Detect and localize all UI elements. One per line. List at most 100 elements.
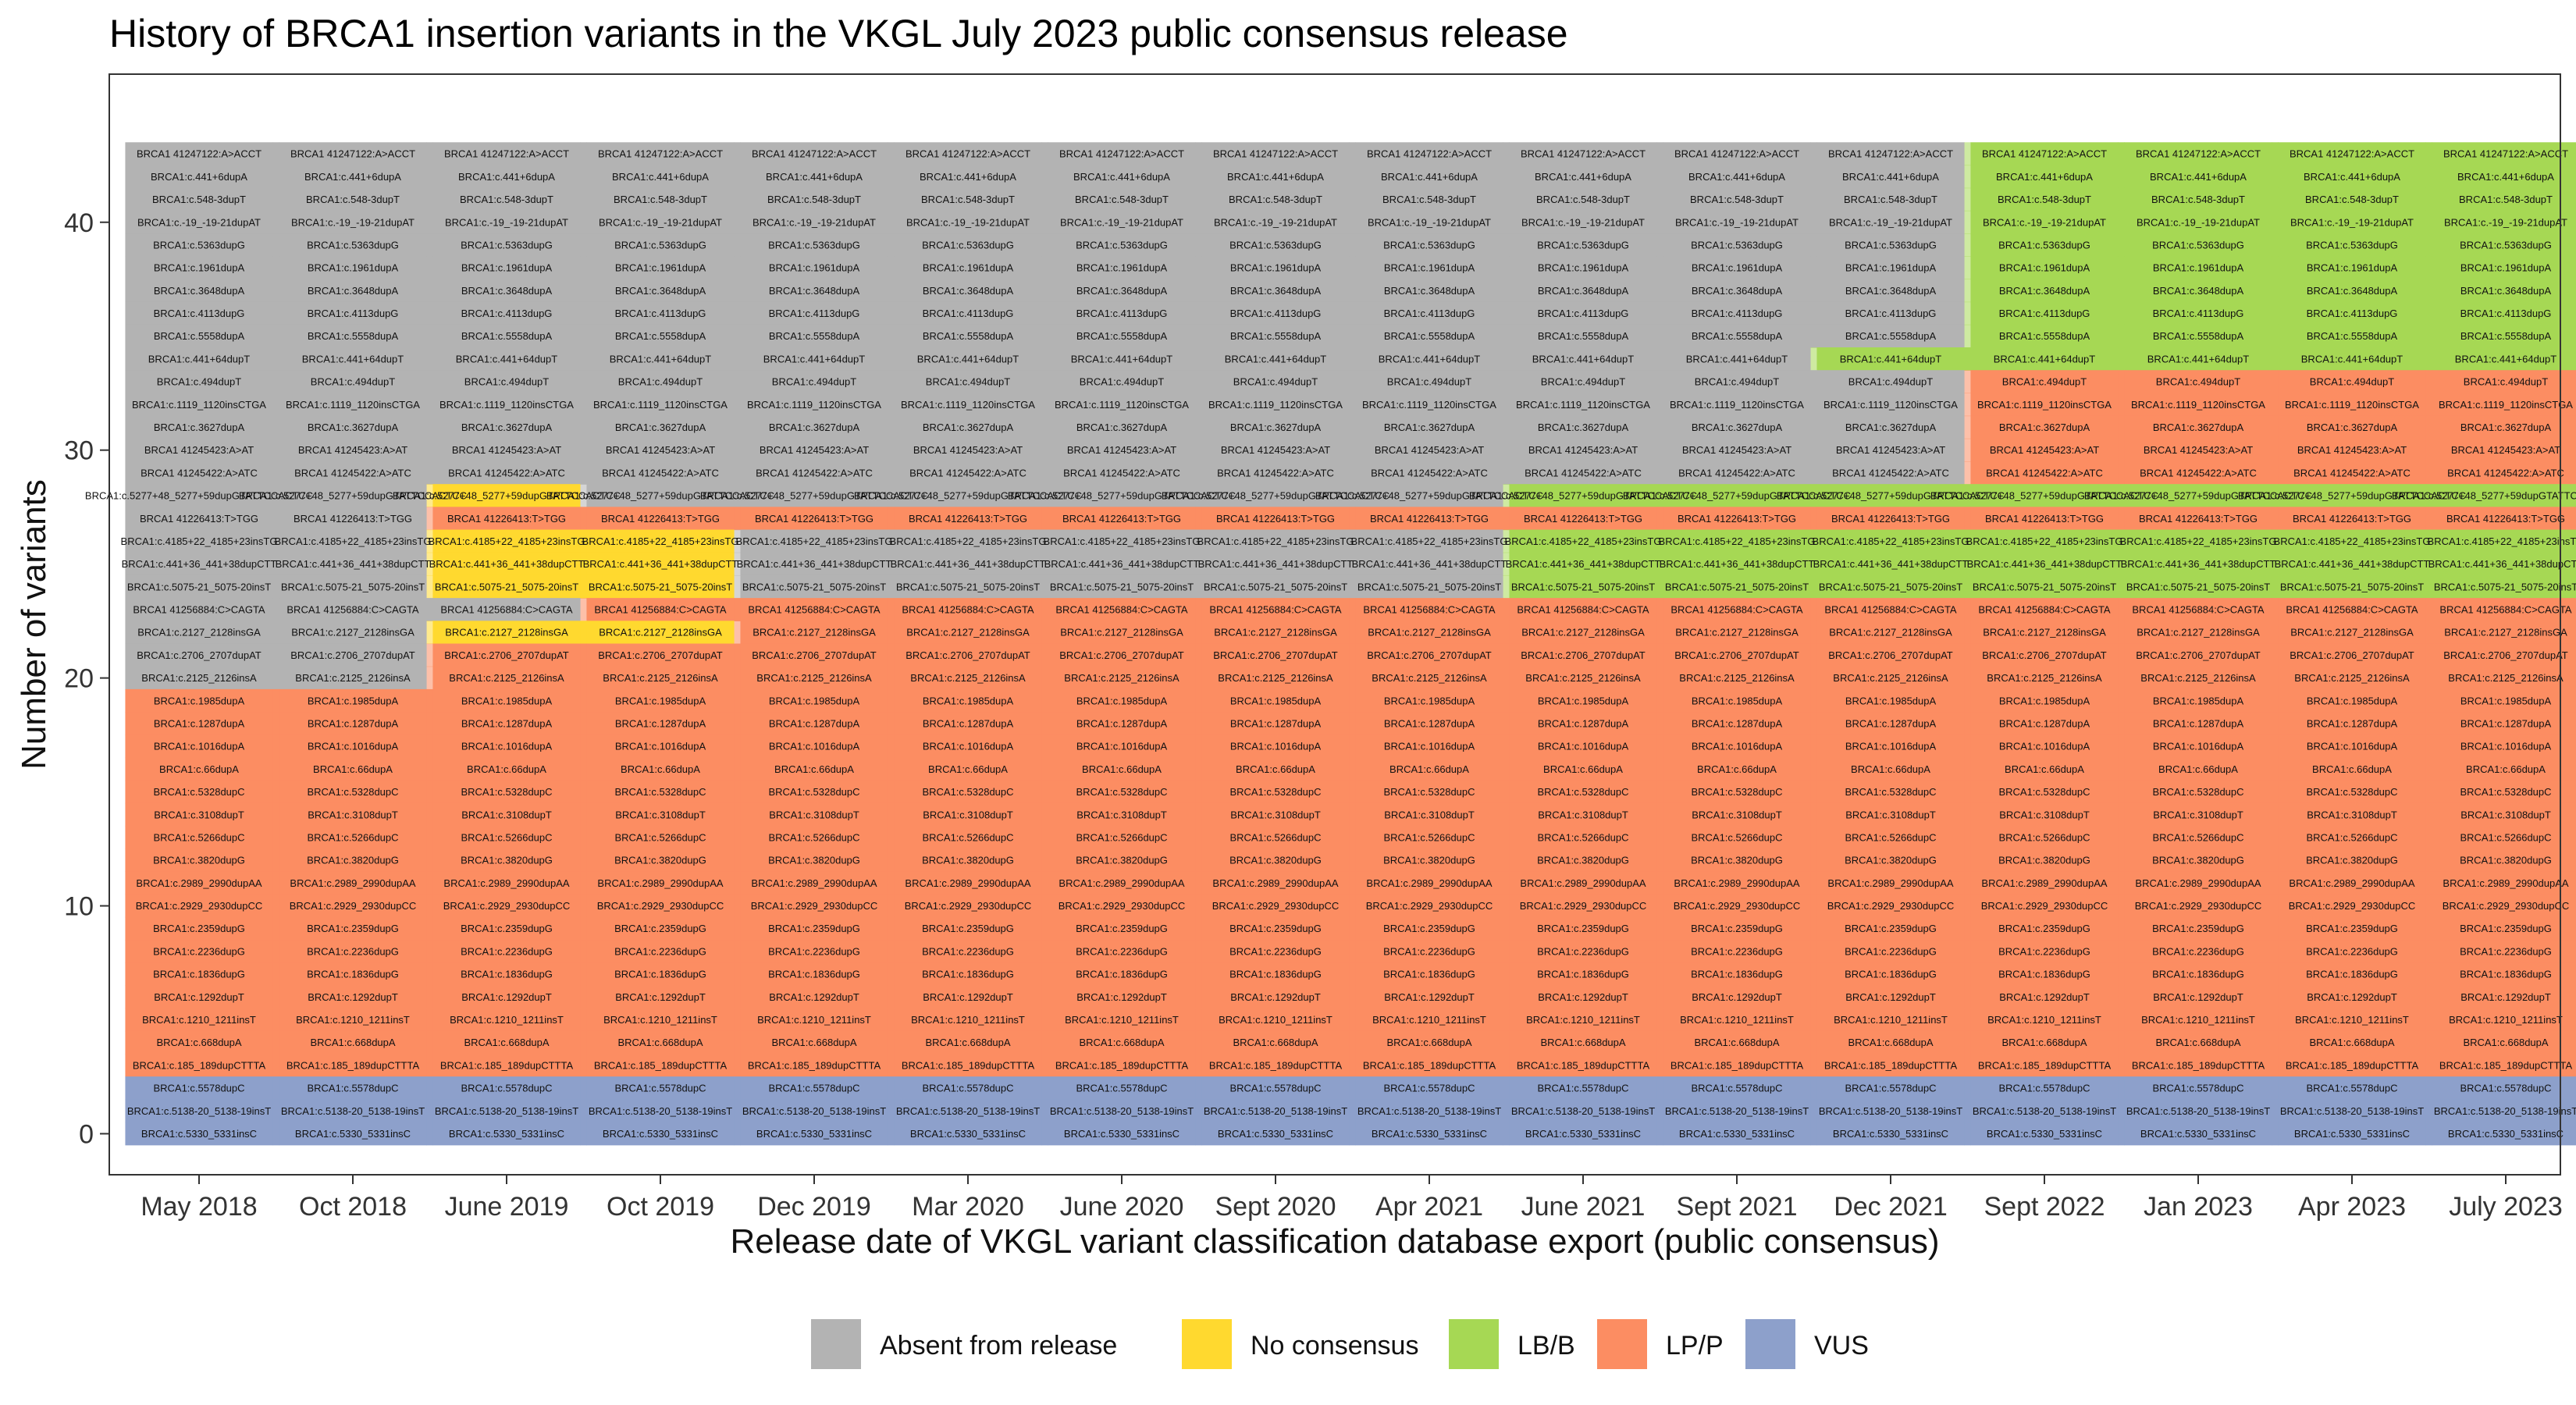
variant-label: BRCA1:c.3648dupA: [1230, 285, 1322, 297]
variant-cell: [1355, 370, 1503, 393]
flow-connector: [2118, 507, 2125, 531]
variant-label: BRCA1:c.4185+22_4185+23insTG: [582, 535, 739, 547]
variant-cell: [586, 347, 735, 371]
variant-cell: [1509, 962, 1657, 987]
flow-connector: [1349, 461, 1356, 485]
variant-label: BRCA1:c.66dupA: [1851, 763, 1930, 775]
flow-connector: [734, 1122, 741, 1146]
variant-cell: [1663, 735, 1811, 759]
flow-connector: [272, 848, 279, 873]
variant-cell: [1509, 484, 1657, 507]
variant-cell: [1509, 735, 1657, 759]
variant-label: BRCA1 41245423:A>AT: [2451, 444, 2560, 456]
variant-label: BRCA1:c.1836dupG: [1229, 969, 1322, 980]
flow-connector: [734, 233, 741, 257]
variant-cell: [2124, 1053, 2272, 1077]
flow-connector: [1195, 415, 1202, 439]
variant-cell: [1816, 415, 1965, 439]
variant-label: BRCA1 41247122:A>ACCT: [2136, 148, 2261, 160]
flow-connector: [1195, 780, 1202, 804]
variant-cell: [2432, 552, 2576, 576]
flow-connector: [1195, 507, 1202, 531]
flow-connector: [888, 780, 895, 804]
flow-connector: [2118, 940, 2125, 963]
variant-cell: [2432, 826, 2576, 849]
variant-label: BRCA1:c.5266dupC: [461, 831, 552, 843]
variant-label: BRCA1 41226413:T>TGG: [909, 513, 1027, 525]
flow-connector: [2118, 1008, 2125, 1032]
variant-label: BRCA1:c.2359dupG: [2460, 923, 2552, 934]
variant-cell: [894, 301, 1042, 325]
variant-label: BRCA1:c.2236dupG: [2460, 945, 2552, 957]
variant-label: BRCA1:c.2929_2930dupCC: [2135, 900, 2262, 912]
variant-cell: [125, 210, 273, 234]
variant-label: BRCA1:c.4185+22_4185+23insTG: [2428, 535, 2576, 547]
variant-label: BRCA1:c.-19_-19-21dupAT: [1060, 216, 1183, 228]
flow-connector: [734, 507, 741, 531]
variant-label: BRCA1:c.1016dupA: [2153, 741, 2244, 752]
flow-connector: [580, 484, 587, 507]
variant-label: BRCA1:c.2359dupG: [1229, 923, 1322, 934]
variant-label: BRCA1:c.1961dupA: [2153, 262, 2244, 274]
flow-connector: [2118, 962, 2125, 987]
variant-label: BRCA1:c.2989_2990dupAA: [1981, 877, 2108, 889]
variant-label: BRCA1 41245423:A>AT: [2297, 444, 2407, 456]
variant-label: BRCA1:c.1119_1120insCTGA: [439, 399, 574, 411]
variant-label: BRCA1:c.3108dupT: [1538, 809, 1628, 820]
flow-connector: [888, 802, 895, 827]
variant-label: BRCA1:c.668dupA: [1848, 1037, 1933, 1048]
variant-labels: BRCA1 41247122:A>ACCT BRCA1 41247122:A>AC…: [85, 148, 2576, 1140]
flow-connector: [272, 1030, 279, 1055]
variant-label: BRCA1:c.5138-20_5138-19insT: [1819, 1105, 1962, 1117]
flow-connector: [426, 735, 433, 759]
flow-connector: [888, 301, 895, 325]
variant-label: BRCA1:c.66dupA: [928, 763, 1008, 775]
variant-cell: [2432, 438, 2576, 462]
variant-cell: [2432, 735, 2576, 759]
variant-label: BRCA1 41245422:A>ATC: [141, 467, 258, 478]
variant-cell: [1970, 393, 2119, 417]
variant-cell: [1663, 871, 1811, 895]
variant-label: BRCA1:c.1287dupA: [308, 717, 399, 729]
variant-label: BRCA1:c.1961dupA: [308, 262, 399, 274]
flow-connector: [734, 985, 741, 1009]
flow-connector: [426, 598, 433, 621]
variant-cell: [1201, 1008, 1350, 1032]
variant-cell: [2124, 507, 2272, 531]
flow-connector: [426, 347, 433, 371]
flow-connector: [1195, 370, 1202, 393]
variant-label: BRCA1:c.5558dupA: [308, 330, 399, 342]
variant-label: BRCA1:c.441+6dupA: [766, 171, 863, 183]
variant-cell: [432, 780, 581, 804]
flow-connector: [888, 552, 895, 576]
flow-connector: [426, 438, 433, 462]
variant-cell: [2278, 1122, 2426, 1146]
flow-connector: [1195, 1008, 1202, 1032]
variant-cell: [2278, 666, 2426, 690]
variant-cell: [740, 940, 888, 963]
variant-cell: [125, 871, 273, 895]
variant-label: BRCA1:c.548-3dupT: [1844, 194, 1937, 205]
flow-connector: [2272, 712, 2279, 735]
variant-cell: [1355, 165, 1503, 189]
variant-label: BRCA1:c.185_189dupCTTTA: [1517, 1059, 1650, 1071]
flow-connector: [888, 461, 895, 485]
variant-label: BRCA1:c.5558dupA: [1230, 330, 1322, 342]
flow-connector: [1041, 507, 1048, 531]
variant-cell: [2278, 1099, 2426, 1123]
variant-label: BRCA1 41247122:A>ACCT: [2443, 148, 2568, 160]
variant-label: BRCA1:c.1292dupT: [308, 991, 398, 1003]
variant-label: BRCA1:c.2706_2707dupAT: [1059, 649, 1184, 661]
variant-cell: [2124, 370, 2272, 393]
flow-connector: [426, 1008, 433, 1032]
variant-label: BRCA1 41245422:A>ATC: [294, 467, 411, 478]
variant-cell: [2278, 165, 2426, 189]
variant-cell: [1663, 1053, 1811, 1077]
flow-connector: [2118, 643, 2125, 667]
variant-label: BRCA1:c.5075-21_5075-20insT: [1511, 581, 1655, 592]
flow-connector: [1195, 165, 1202, 189]
variant-cell: [586, 962, 735, 987]
flow-connector: [2118, 552, 2125, 576]
variant-cell: [1970, 370, 2119, 393]
variant-cell: [279, 370, 427, 393]
